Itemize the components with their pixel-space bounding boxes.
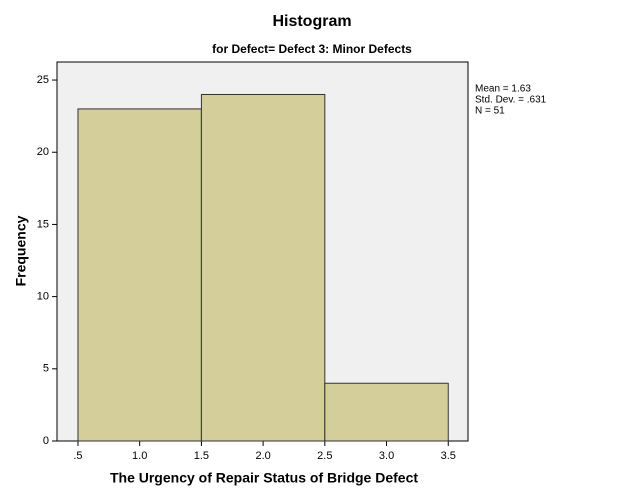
- x-tick-label: 3.5: [441, 450, 456, 462]
- bar: [200, 93, 326, 442]
- chart-title: Histogram: [272, 13, 351, 30]
- stats-annotation: N = 51: [475, 106, 505, 117]
- y-tick-label: 15: [37, 218, 49, 230]
- y-axis-label: Frequency: [13, 215, 29, 286]
- x-axis-label: The Urgency of Repair Status of Bridge D…: [110, 470, 418, 486]
- x-tick-label: 2.5: [317, 450, 332, 462]
- y-tick-label: 20: [37, 146, 49, 158]
- y-tick-label: 25: [37, 74, 49, 86]
- x-tick-label: .5: [73, 450, 82, 462]
- bar: [77, 108, 202, 442]
- stats-annotation: Std. Dev. = .631: [475, 95, 547, 106]
- y-tick-label: 0: [43, 435, 49, 447]
- x-tick-label: 1.0: [132, 450, 147, 462]
- bar: [324, 382, 449, 442]
- y-tick-label: 5: [43, 363, 49, 375]
- y-tick-label: 10: [37, 291, 49, 303]
- chart-subtitle: for Defect= Defect 3: Minor Defects: [212, 42, 412, 56]
- stats-annotation: Mean = 1.63: [475, 84, 531, 95]
- x-tick-label: 3.0: [379, 450, 394, 462]
- x-tick-label: 1.5: [194, 450, 209, 462]
- x-tick-label: 2.0: [255, 450, 270, 462]
